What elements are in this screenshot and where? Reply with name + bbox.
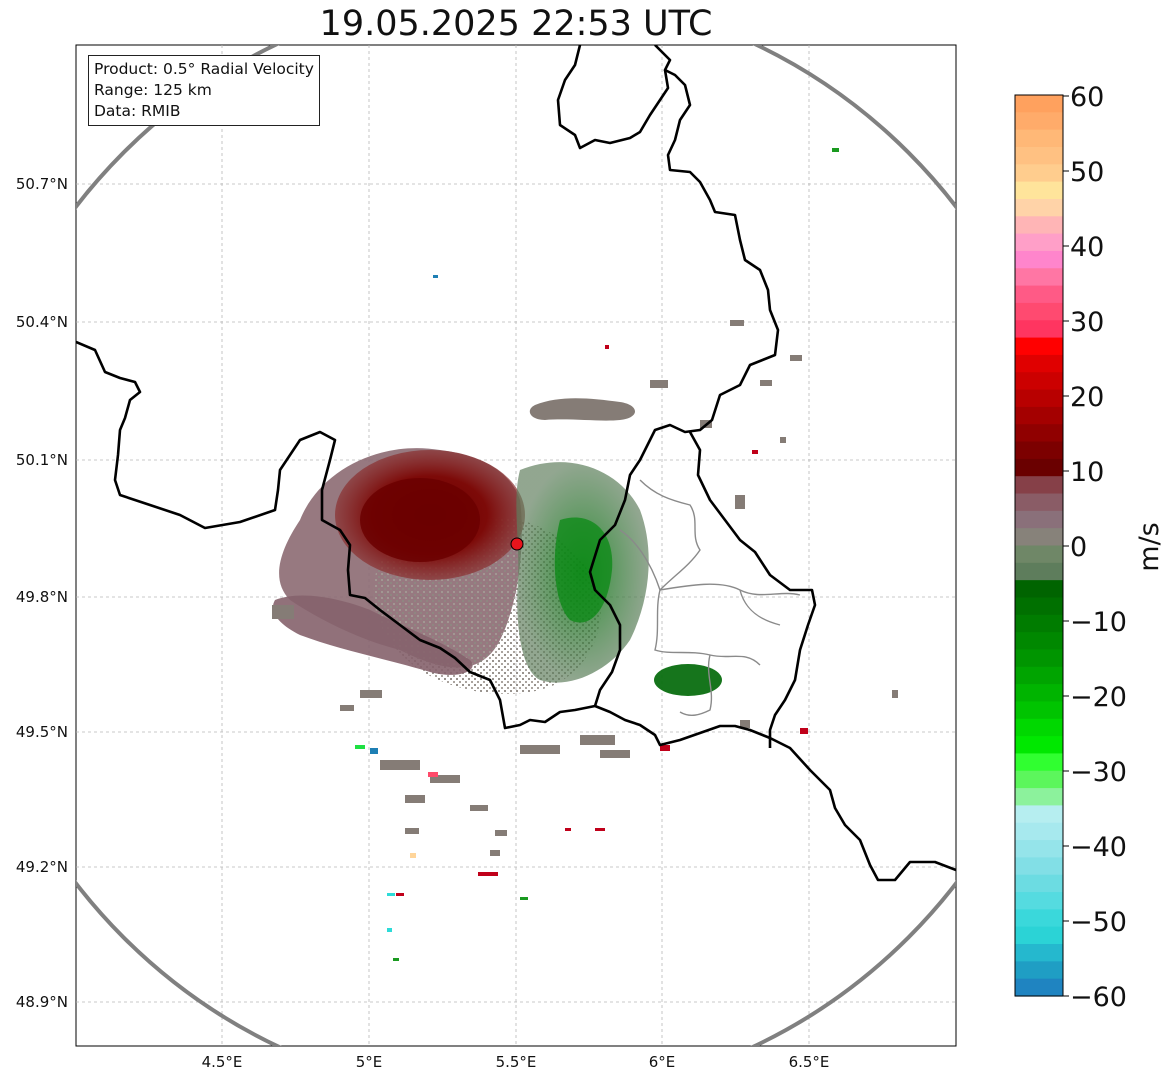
regional-borders bbox=[619, 479, 801, 717]
info-data-source: Data: RMIB bbox=[94, 102, 181, 120]
border-belgium-luxembourg bbox=[588, 45, 780, 707]
lat-tick: 49.5°N bbox=[16, 723, 68, 741]
radar-echoes bbox=[272, 148, 898, 961]
info-product: Product: 0.5° Radial Velocity bbox=[94, 60, 314, 78]
lon-tick: 5.5°E bbox=[496, 1053, 537, 1071]
lat-tick: 50.4°N bbox=[16, 313, 68, 331]
radar-site-marker bbox=[510, 537, 524, 551]
echo-southern-fragments bbox=[272, 320, 802, 856]
echo-outbound-core-dense bbox=[360, 478, 480, 562]
country-borders bbox=[76, 45, 956, 882]
border-france-belgium-west bbox=[76, 340, 956, 882]
lat-tick: 49.8°N bbox=[16, 588, 68, 606]
lon-axis: 4.5°E 5°E 5.5°E 6°E 6.5°E bbox=[202, 1053, 830, 1071]
border-luxembourg-germany bbox=[688, 431, 817, 748]
gridlines bbox=[76, 45, 956, 1046]
lon-tick: 6°E bbox=[649, 1053, 676, 1071]
echo-colored-pixels bbox=[355, 148, 898, 961]
lon-tick: 4.5°E bbox=[202, 1053, 243, 1071]
echo-inbound-cell-east bbox=[654, 664, 722, 696]
lat-tick: 50.1°N bbox=[16, 451, 68, 469]
echo-west-tail bbox=[272, 595, 473, 675]
lat-tick: 49.2°N bbox=[16, 858, 68, 876]
lon-tick: 5°E bbox=[356, 1053, 383, 1071]
map-title: 19.05.2025 22:53 UTC bbox=[319, 4, 713, 44]
product-info-box: Product: 0.5° Radial Velocity Range: 125… bbox=[88, 55, 320, 126]
info-range: Range: 125 km bbox=[94, 81, 212, 99]
echo-north-band bbox=[529, 398, 635, 421]
lat-tick: 48.9°N bbox=[16, 993, 68, 1011]
lon-tick: 6.5°E bbox=[789, 1053, 830, 1071]
border-north-loop bbox=[556, 45, 670, 150]
lat-axis: 50.7°N 50.4°N 50.1°N 49.8°N 49.5°N 49.2°… bbox=[16, 175, 68, 1011]
lat-tick: 50.7°N bbox=[16, 175, 68, 193]
